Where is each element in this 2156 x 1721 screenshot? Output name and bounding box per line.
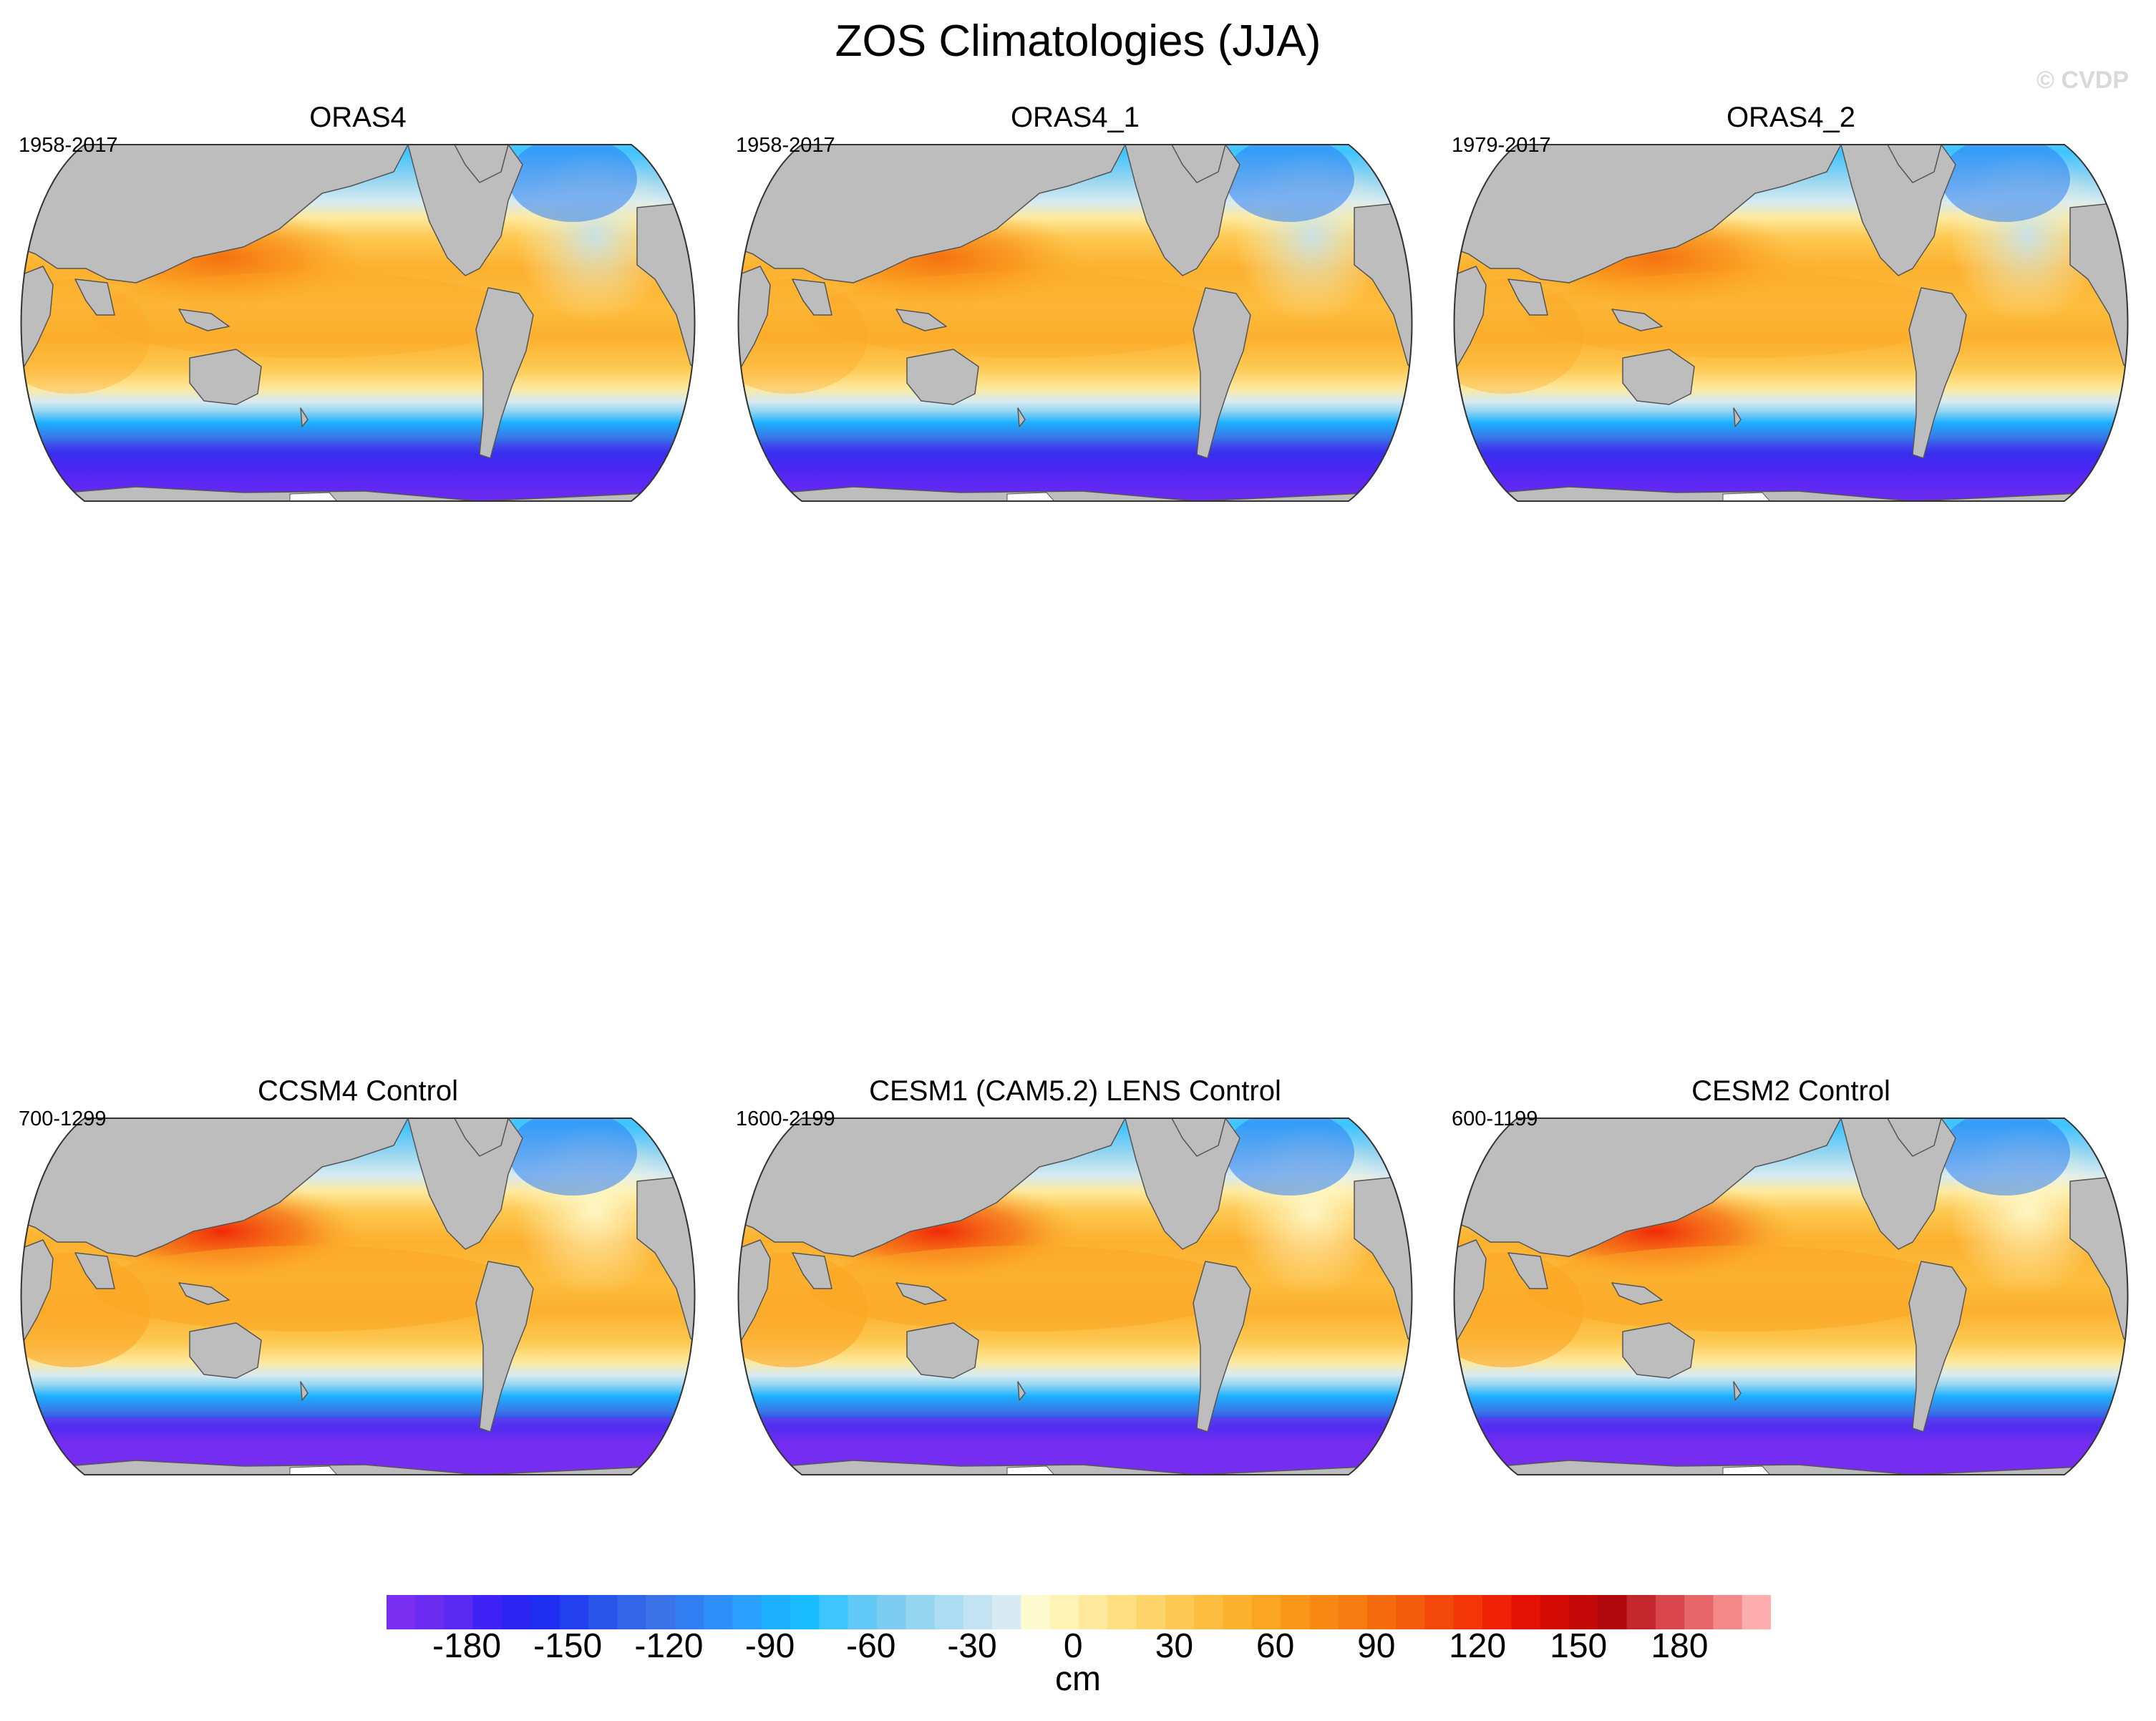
colorbar-tick-label: -180 <box>432 1627 502 1665</box>
colorbar-tick-label: -150 <box>533 1627 603 1665</box>
colorbar-swatch <box>1338 1595 1368 1629</box>
colorbar-tick-label: 120 <box>1448 1627 1507 1665</box>
colorbar-swatch <box>1396 1595 1425 1629</box>
colorbar-tick-label: 0 <box>1063 1627 1083 1665</box>
colorbar-swatch <box>1511 1595 1541 1629</box>
colorbar <box>387 1595 1771 1629</box>
colorbar-swatch <box>848 1595 878 1629</box>
colorbar-swatch <box>1684 1595 1714 1629</box>
colorbar-swatch <box>472 1595 502 1629</box>
colorbar-tick-label: -60 <box>846 1627 896 1665</box>
colorbar-swatch <box>1223 1595 1253 1629</box>
colorbar-swatch <box>674 1595 704 1629</box>
colorbar-swatch <box>1049 1595 1079 1629</box>
colorbar-swatch <box>415 1595 445 1629</box>
colorbar-swatch <box>1598 1595 1628 1629</box>
colorbar-swatch <box>1742 1595 1771 1629</box>
colorbar-swatch <box>761 1595 791 1629</box>
world-map <box>20 144 696 502</box>
panel-title: CESM2 Control <box>1691 1075 1890 1107</box>
colorbar-unit-label: cm <box>1055 1660 1101 1698</box>
world-map <box>1453 144 2129 502</box>
colorbar-swatch <box>905 1595 936 1629</box>
colorbar-swatch <box>819 1595 849 1629</box>
colorbar-swatch <box>1626 1595 1656 1629</box>
panel-years: 1958-2017 <box>736 134 835 157</box>
colorbar-swatch <box>1021 1595 1051 1629</box>
colorbar-swatch <box>1309 1595 1339 1629</box>
colorbar-swatch <box>1568 1595 1598 1629</box>
colorbar-swatch <box>1482 1595 1512 1629</box>
colorbar-swatch <box>1251 1595 1281 1629</box>
colorbar-swatch <box>1194 1595 1223 1629</box>
colorbar-tick-label: -90 <box>744 1627 795 1665</box>
map-panel-cesm1-lens-control: CESM1 (CAM5.2) LENS Control 1600-2199 <box>724 1074 1426 1546</box>
colorbar-tick-label: -120 <box>634 1627 704 1665</box>
map-panel-ccsm4-control: CCSM4 Control 700-1299 <box>7 1074 709 1546</box>
colorbar-swatch <box>1281 1595 1310 1629</box>
colorbar-swatch <box>876 1595 906 1629</box>
colorbar-swatch <box>617 1595 647 1629</box>
panel-title: CCSM4 Control <box>257 1075 459 1107</box>
panel-years: 700-1299 <box>19 1107 107 1130</box>
colorbar-swatch <box>1366 1595 1397 1629</box>
colorbar-swatch <box>1424 1595 1455 1629</box>
colorbar-swatch <box>1136 1595 1166 1629</box>
panel-years: 1958-2017 <box>19 134 118 157</box>
colorbar-swatch <box>444 1595 474 1629</box>
panel-title: ORAS4_2 <box>1726 102 1856 133</box>
panel-title: ORAS4 <box>309 102 407 133</box>
colorbar-swatch <box>790 1595 820 1629</box>
colorbar-swatch <box>1079 1595 1108 1629</box>
colorbar-swatch <box>1165 1595 1195 1629</box>
colorbar-tick-label: 150 <box>1550 1627 1608 1665</box>
watermark: © CVDP <box>2036 67 2129 94</box>
map-panel-oras4: ORAS4 1958-2017 <box>7 100 709 573</box>
colorbar-swatch <box>963 1595 993 1629</box>
panel-title: CESM1 (CAM5.2) LENS Control <box>869 1075 1281 1107</box>
colorbar-swatch <box>732 1595 762 1629</box>
map-panel-oras4-2: ORAS4_2 1979-2017 <box>1440 100 2142 573</box>
colorbar-swatch <box>646 1595 676 1629</box>
colorbar-tick-label: 180 <box>1651 1627 1709 1665</box>
panel-title: ORAS4_1 <box>1010 102 1140 133</box>
colorbar-swatch <box>530 1595 560 1629</box>
colorbar-swatch <box>1540 1595 1570 1629</box>
world-map <box>737 1118 1413 1475</box>
colorbar-tick-label: 90 <box>1357 1627 1396 1665</box>
colorbar-swatch <box>934 1595 964 1629</box>
world-map <box>737 144 1413 502</box>
colorbar-swatch <box>502 1595 531 1629</box>
world-map <box>1453 1118 2129 1475</box>
colorbar-swatch <box>1107 1595 1137 1629</box>
panel-years: 1979-2017 <box>1452 134 1551 157</box>
map-panel-oras4-1: ORAS4_1 1958-2017 <box>724 100 1426 573</box>
colorbar-swatch <box>1713 1595 1743 1629</box>
colorbar-swatch <box>387 1595 416 1629</box>
map-panel-cesm2-control: CESM2 Control 600-1199 <box>1440 1074 2142 1546</box>
panel-years: 1600-2199 <box>736 1107 835 1130</box>
colorbar-swatch <box>559 1595 589 1629</box>
colorbar-swatch <box>1453 1595 1483 1629</box>
colorbar-swatch <box>588 1595 618 1629</box>
world-map <box>20 1118 696 1475</box>
colorbar-swatch <box>992 1595 1021 1629</box>
colorbar-labels: -180 -150 -120 -90 -60 -30 0 30 60 90 120 150 180 <box>0 1627 2156 1669</box>
figure-title: ZOS Climatologies (JJA) <box>835 16 1321 66</box>
colorbar-tick-label: 60 <box>1256 1627 1295 1665</box>
colorbar-swatch <box>1655 1595 1685 1629</box>
panel-years: 600-1199 <box>1452 1107 1538 1130</box>
colorbar-swatch <box>704 1595 733 1629</box>
colorbar-tick-label: -30 <box>947 1627 997 1665</box>
colorbar-tick-label: 30 <box>1155 1627 1194 1665</box>
